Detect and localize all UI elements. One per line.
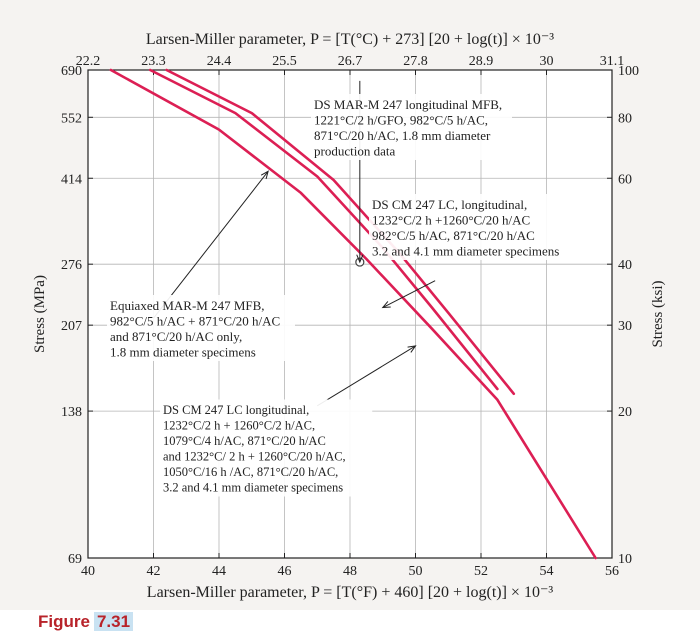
series-line-3 [165, 68, 516, 396]
x-axis-title-top: Larsen-Miller parameter, P = [T(°C) + 27… [146, 31, 554, 48]
y-tick-label-left: 690 [61, 64, 82, 79]
y-tick-label-right: 10 [618, 552, 632, 567]
x-tick-label-bottom: 42 [147, 564, 161, 579]
annotation-line: DS CM 247 LC, longitudinal, [372, 197, 527, 212]
annotation-arrowhead-1 [356, 254, 364, 264]
annotation-line: 1232°C/2 h +1260°C/20 h/AC [372, 213, 530, 228]
x-tick-label-top: 23.3 [141, 54, 166, 69]
x-tick-label-bottom: 54 [540, 564, 554, 579]
annotation-bg [369, 194, 590, 260]
y-tick-label-right: 40 [618, 258, 632, 273]
annotation-line: DS CM 247 LC longitudinal, [163, 403, 309, 417]
annotation-text-2: DS CM 247 LC, longitudinal,1232°C/2 h +1… [369, 194, 590, 260]
series-line-2 [148, 68, 499, 391]
x-tick-label-bottom: 46 [278, 564, 292, 579]
annotation-bg [107, 295, 295, 361]
x-tick-label-top: 27.8 [403, 54, 428, 69]
y-tick-label-left: 552 [61, 111, 82, 126]
x-tick-label-top: 28.9 [469, 54, 494, 69]
series-line-1 [109, 68, 597, 560]
annotation-line: 982°C/5 h/AC + 871°C/20 h/AC [110, 314, 280, 329]
annotation-line: 3.2 and 4.1 mm diameter specimens [372, 244, 559, 259]
annotation-line: 982°C/5 h/AC, 871°C/20 h/AC [372, 228, 535, 243]
annotation-line: 1.8 mm diameter specimens [110, 345, 256, 360]
x-tick-label-bottom: 48 [343, 564, 357, 579]
annotation-line: and 871°C/20 h/AC only, [110, 329, 242, 344]
annotation-line: 3.2 and 4.1 mm diameter specimens [163, 481, 343, 495]
x-tick-label-top: 25.5 [272, 54, 297, 69]
annotation-text-1: DS MAR-M 247 longitudinal MFB,1221°C/2 h… [311, 94, 512, 160]
annotation-leader-3 [153, 171, 269, 319]
y-tick-label-left: 69 [68, 552, 82, 567]
annotation-line: 1232°C/2 h + 1260°C/2 h/AC, [163, 419, 315, 433]
annotation-line: 1050°C/16 h /AC, 871°C/20 h/AC, [163, 465, 338, 479]
annotation-line: 1221°C/2 h/GFO, 982°C/5 h/AC, [314, 113, 488, 128]
x-tick-label-top: 30 [540, 54, 554, 69]
annotation-leader-4 [316, 345, 416, 407]
y-tick-label-right: 80 [618, 111, 632, 126]
annotation-line: Equiaxed MAR-M 247 MFB, [110, 298, 265, 313]
y-tick-label-left: 276 [61, 258, 82, 273]
annotation-line: production data [314, 144, 395, 159]
annotation-arrowhead-2 [381, 301, 391, 309]
annotation-bg [311, 94, 512, 160]
x-tick-label-top: 22.2 [76, 54, 101, 69]
y-tick-label-right: 30 [618, 319, 632, 334]
x-tick-label-bottom: 44 [212, 564, 226, 579]
annotation-text-4: DS CM 247 LC longitudinal, 1232°C/2 h + 1… [160, 399, 373, 497]
annotation-line: DS MAR-M 247 longitudinal MFB, [314, 97, 502, 112]
annotation-bg [160, 399, 373, 497]
y-axis-title-right: Stress (ksi) [650, 280, 666, 347]
annotation-arrowhead-3 [260, 170, 269, 180]
y-tick-label-right: 60 [618, 172, 632, 187]
x-tick-label-top: 26.7 [338, 54, 363, 69]
x-tick-label-bottom: 40 [81, 564, 95, 579]
annotation-leader-2 [382, 280, 436, 308]
y-axis-title-left: Stress (MPa) [32, 275, 48, 353]
y-tick-label-left: 207 [61, 319, 82, 334]
y-tick-label-left: 414 [61, 172, 82, 187]
annotation-arrowhead-4 [407, 345, 417, 353]
x-tick-label-bottom: 50 [409, 564, 423, 579]
annotation-line: 1079°C/4 h/AC, 871°C/20 h/AC [163, 434, 326, 448]
y-tick-label-left: 138 [61, 405, 82, 420]
y-tick-label-right: 20 [618, 405, 632, 420]
annotation-line: 871°C/20 h/AC, 1.8 mm diameter [314, 128, 491, 143]
x-tick-label-bottom: 56 [605, 564, 619, 579]
figure-caption: Figure 7.31 [38, 612, 134, 632]
annotation-text-3: Equiaxed MAR-M 247 MFB,982°C/5 h/AC + 87… [107, 295, 295, 361]
figure-label: Figure [38, 612, 90, 631]
x-axis-title-bottom: Larsen-Miller parameter, P = [T(°F) + 46… [147, 584, 554, 601]
x-tick-label-bottom: 52 [474, 564, 488, 579]
larsen-miller-chart: 40 42 44 46 48 50 52 54 56 22.2 23.3 24.4 25.5 26.7 27… [0, 0, 700, 610]
x-tick-label-top: 31.1 [600, 54, 625, 69]
y-tick-label-right: 100 [618, 64, 639, 79]
x-tick-label-top: 24.4 [207, 54, 232, 69]
annotation-line: and 1232°C/ 2 h + 1260°C/20 h/AC, [163, 450, 346, 464]
figure-number: 7.31 [93, 612, 134, 631]
